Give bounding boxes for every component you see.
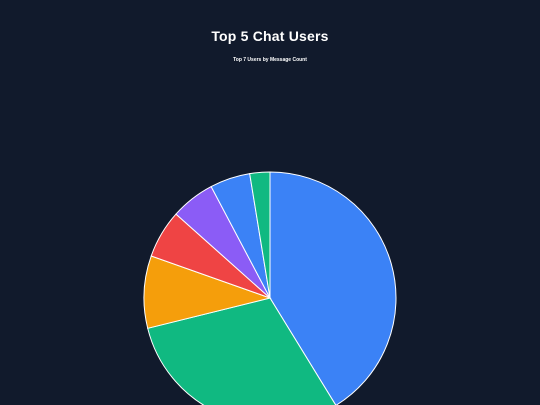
pie-slice-7 [249,171,271,299]
pie-slice-2 [147,297,337,405]
chart-title: Top 7 Users by Message Count [233,57,307,63]
pie-slices [143,171,397,405]
page-title: Top 5 Chat Users [211,28,329,44]
pie-slice-1 [269,171,397,405]
